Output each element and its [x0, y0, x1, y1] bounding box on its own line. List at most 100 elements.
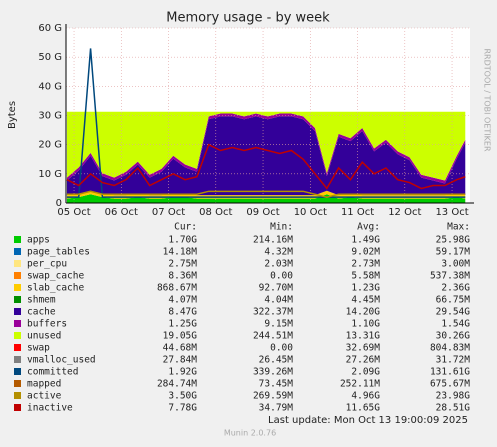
stats-header: Max: — [447, 222, 470, 233]
legend-label: buffers — [27, 319, 67, 330]
legend-label: cache — [27, 307, 56, 318]
x-tick-label: 05 Oct — [57, 207, 90, 218]
legend-label: active — [27, 391, 62, 402]
legend-swatch — [14, 248, 21, 255]
legend-stat: 14.20G — [346, 307, 381, 318]
legend-stat: 59.17M — [436, 247, 471, 258]
legend-stat: 27.84M — [163, 355, 198, 366]
legend-stat: 868.67M — [157, 283, 197, 294]
legend-stat: 4.07M — [168, 295, 197, 306]
legend-swatch — [14, 320, 21, 327]
legend-stat: 31.72M — [436, 355, 471, 366]
legend-stat: 214.16M — [253, 235, 293, 246]
x-tick-label: 12 Oct — [388, 207, 421, 218]
legend-stat: 3.50G — [168, 391, 197, 402]
legend-stat: 284.74M — [157, 379, 197, 390]
legend-stat: 30.26G — [436, 331, 471, 342]
legend-stat: 19.05G — [163, 331, 198, 342]
legend-stat: 11.65G — [346, 403, 381, 414]
side-note: RRDTOOL / TOBI OETIKER — [483, 48, 492, 151]
legend-stat: 32.69M — [346, 343, 381, 354]
legend-stat: 25.98G — [436, 235, 471, 246]
x-tick-label: 08 Oct — [199, 207, 232, 218]
legend-swatch — [14, 260, 21, 267]
y-tick-label: 0 — [56, 198, 62, 209]
legend-swatch — [14, 368, 21, 375]
legend-stat: 34.79M — [259, 403, 294, 414]
legend-stat: 1.49G — [351, 235, 380, 246]
legend-swatch — [14, 236, 21, 243]
legend-stat: 1.92G — [168, 367, 197, 378]
legend-stat: 0.00 — [270, 271, 293, 282]
y-tick-label: 50 G — [38, 52, 62, 63]
legend-label: page_tables — [27, 247, 90, 258]
legend-stat: 322.37M — [253, 307, 293, 318]
legend-label: vmalloc_used — [27, 355, 96, 366]
legend-stat: 675.67M — [430, 379, 470, 390]
y-tick-label: 40 G — [38, 81, 62, 92]
legend-stat: 3.00M — [441, 259, 470, 270]
legend-label: per_cpu — [27, 259, 67, 270]
legend-stat: 9.15M — [264, 319, 293, 330]
legend-swatch — [14, 404, 21, 411]
legend-stat: 27.26M — [346, 355, 381, 366]
legend-stat: 2.09G — [351, 367, 380, 378]
legend-label: slab_cache — [27, 283, 84, 294]
stats-header: Avg: — [357, 222, 380, 233]
area — [66, 111, 466, 181]
x-tick-label: 13 Oct — [435, 207, 468, 218]
legend-label: committed — [27, 367, 78, 378]
legend-stat: 92.70M — [259, 283, 294, 294]
legend-stat: 29.54G — [436, 307, 471, 318]
legend-swatch — [14, 332, 21, 339]
stats-header: Cur: — [174, 222, 197, 233]
y-tick-label: 30 G — [38, 111, 62, 122]
legend-stat: 804.83M — [430, 343, 470, 354]
legend-stat: 4.32M — [264, 247, 293, 258]
legend-stat: 8.36M — [168, 271, 197, 282]
legend-stat: 4.45M — [351, 295, 380, 306]
legend-stat: 23.98G — [436, 391, 471, 402]
legend-stat: 1.10G — [351, 319, 380, 330]
legend-stat: 2.75M — [168, 259, 197, 270]
legend-label: swap — [27, 343, 50, 354]
legend-stat: 8.47G — [168, 307, 197, 318]
legend-swatch — [14, 284, 21, 291]
stats-header: Min: — [270, 222, 293, 233]
version: Munin 2.0.76 — [224, 429, 276, 438]
legend-stat: 2.73M — [351, 259, 380, 270]
legend-stat: 26.45M — [259, 355, 294, 366]
footer: Last update: Mon Oct 13 19:00:09 2025 — [268, 415, 468, 426]
legend-label: inactive — [27, 403, 73, 414]
legend-stat: 4.04M — [264, 295, 293, 306]
legend-swatch — [14, 272, 21, 279]
legend-swatch — [14, 308, 21, 315]
x-tick-label: 11 Oct — [341, 207, 374, 218]
y-tick-label: 20 G — [38, 140, 62, 151]
legend-stat: 1.23G — [351, 283, 380, 294]
legend-stat: 0.00 — [270, 343, 293, 354]
legend-stat: 339.26M — [253, 367, 293, 378]
area — [66, 116, 466, 196]
legend-stat: 269.59M — [253, 391, 293, 402]
legend-stat: 13.31G — [346, 331, 381, 342]
legend-stat: 7.78G — [168, 403, 197, 414]
y-axis-label: Bytes — [7, 101, 18, 129]
legend-swatch — [14, 356, 21, 363]
legend-label: unused — [27, 331, 61, 342]
legend-label: apps — [27, 235, 50, 246]
legend-stat: 14.18M — [163, 247, 198, 258]
legend-stat: 73.45M — [259, 379, 294, 390]
legend-stat: 252.11M — [340, 379, 380, 390]
x-tick-label: 06 Oct — [105, 207, 138, 218]
legend-label: shmem — [27, 295, 56, 306]
legend-stat: 2.36G — [441, 283, 470, 294]
chart-title: Memory usage - by week — [166, 11, 330, 26]
legend-swatch — [14, 380, 21, 387]
legend-stat: 1.70G — [168, 235, 197, 246]
legend-swatch — [14, 296, 21, 303]
legend-stat: 4.96G — [351, 391, 380, 402]
x-tick-label: 10 Oct — [294, 207, 327, 218]
legend-stat: 2.03M — [264, 259, 293, 270]
